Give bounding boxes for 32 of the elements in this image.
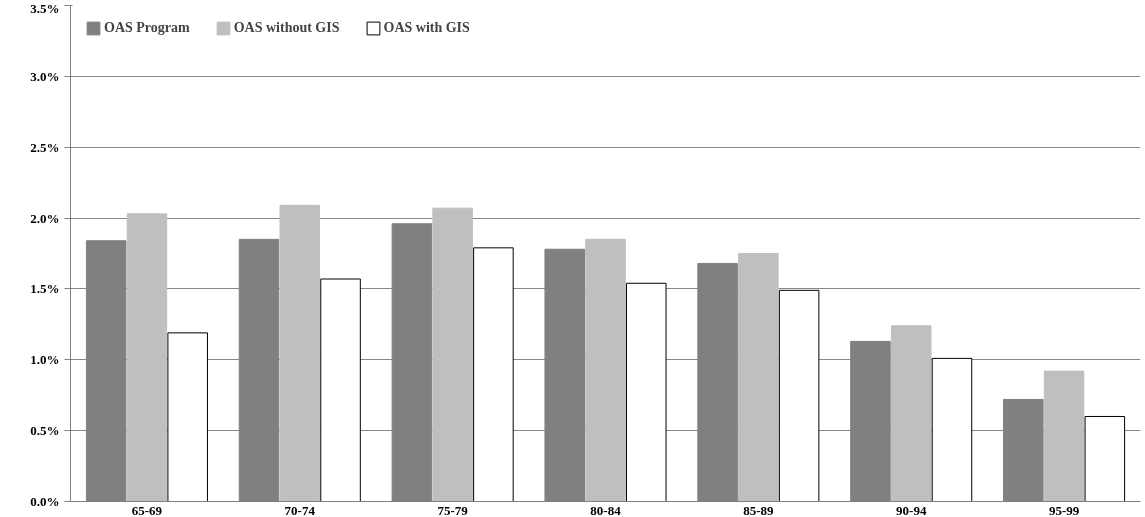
y-tick-label: 3.0%: [30, 68, 60, 84]
y-tick-label: 0.5%: [30, 423, 60, 439]
legend-label: OAS with GIS: [383, 20, 470, 36]
legend-label: OAS Program: [104, 20, 190, 36]
x-tick-label: 75-79: [437, 502, 469, 517]
y-tick-label: 2.0%: [30, 210, 60, 226]
bar: [625, 282, 667, 502]
bar: [778, 289, 820, 502]
x-tick-label: 70-74: [284, 502, 316, 517]
bar: [738, 253, 779, 502]
bar: [890, 325, 932, 502]
legend-label: OAS without GIS: [233, 20, 340, 36]
bar: [279, 204, 321, 502]
bar: [432, 207, 473, 502]
y-tick-label: 2.5%: [30, 139, 60, 155]
x-tick-label: 85-89: [743, 502, 775, 517]
bar: [320, 278, 361, 502]
bar: [473, 247, 514, 502]
x-tick-label: 95-99: [1048, 502, 1080, 517]
bar: [1043, 370, 1085, 502]
x-tick-label: 65-69: [131, 502, 163, 517]
y-tick-label: 0.0%: [30, 494, 60, 509]
x-tick-label: 80-84: [590, 502, 622, 517]
y-tick-label: 3.5%: [30, 0, 60, 16]
bar: [585, 238, 626, 502]
y-tick-label: 1.5%: [30, 281, 60, 297]
x-tick-label: 90-94: [896, 502, 927, 517]
bar: [931, 357, 973, 502]
y-tick-label: 1.0%: [30, 352, 60, 368]
bar: [1084, 415, 1126, 502]
bar: [126, 213, 168, 502]
bar: [167, 332, 208, 502]
